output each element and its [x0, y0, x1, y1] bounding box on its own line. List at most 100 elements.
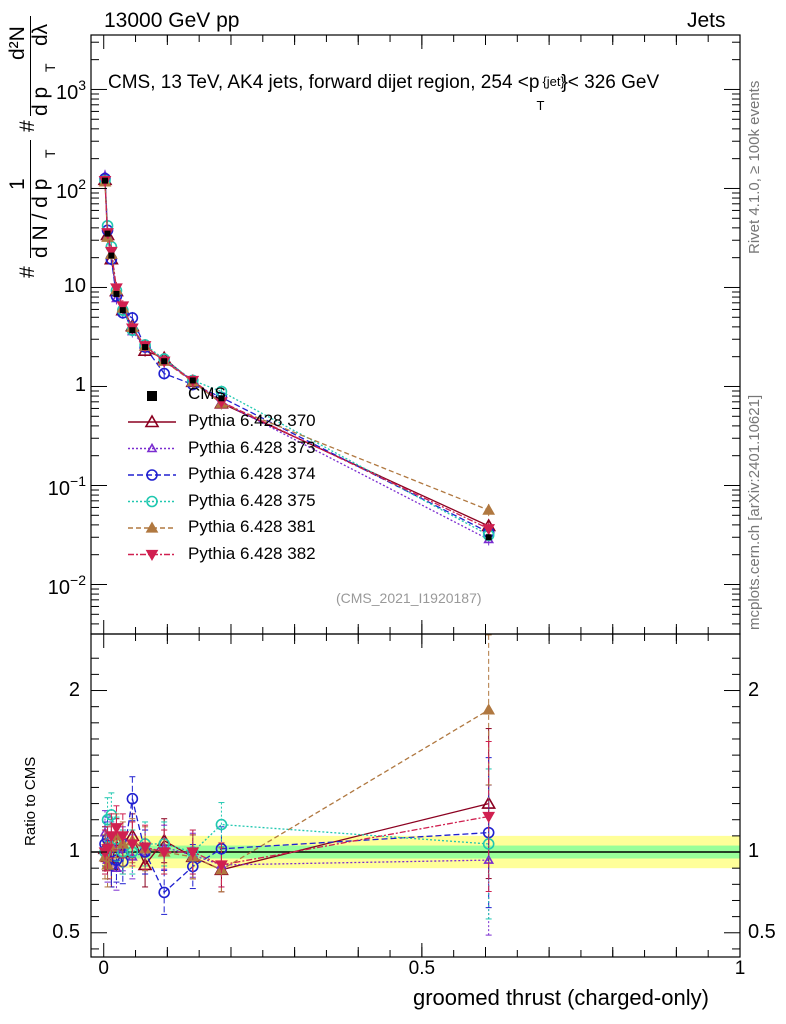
- data-point: [189, 377, 196, 384]
- tick-base: 10: [47, 577, 71, 600]
- legend-label-1: Pythia 6.428 373: [188, 437, 316, 457]
- plot-title-end: }< 326 GeV: [561, 72, 660, 93]
- main-y-axis-label: # 1 d N / d p T # d²N d p T dλ: [4, 0, 84, 278]
- ratio-point-5: [101, 844, 114, 856]
- ratio-point-2: [158, 886, 170, 899]
- main-panel-series: [97, 169, 497, 546]
- ratio-y-tick-label-left: 0.5: [52, 920, 80, 943]
- legend-marker-5: [145, 549, 159, 562]
- ratio-panel-series: [97, 634, 497, 936]
- main-y-tick-label: 103: [56, 77, 86, 105]
- data-point: [113, 290, 120, 297]
- ratio-y-tick-label-right: 1: [748, 840, 760, 863]
- ratio-y-tick-label-left: 2: [68, 678, 80, 701]
- y-label-dn-dpt: d N / d p: [29, 178, 52, 258]
- data-point: [101, 177, 108, 184]
- header-left-label: 13000 GeV pp: [104, 9, 240, 32]
- ratio-point-3: [215, 818, 228, 831]
- tick-base: 10: [63, 275, 86, 298]
- legend: [128, 391, 176, 562]
- ratio-point-2: [126, 792, 139, 805]
- tick-exponent: −2: [70, 572, 86, 589]
- data-point: [104, 230, 111, 237]
- ratio-point-4: [482, 703, 496, 715]
- tick-base: 10: [55, 181, 79, 204]
- ratio-point-5: [138, 842, 152, 854]
- plot-title-sub: T: [536, 98, 545, 113]
- tick-exponent: 2: [78, 176, 86, 193]
- plot-title-main: CMS, 13 TeV, AK4 jets, forward dijet reg…: [108, 72, 540, 93]
- ratio-point-5: [116, 831, 130, 843]
- main-line-5: [104, 180, 489, 530]
- legend-label-2: Pythia 6.428 374: [188, 464, 316, 483]
- ratio-point-5: [215, 860, 228, 872]
- ratio-y-tick-label-right: 0.5: [748, 920, 776, 943]
- ratio-point-5: [482, 811, 496, 824]
- ratio-point-1: [111, 862, 122, 872]
- legend-label-5: Pythia 6.428 382: [188, 543, 316, 563]
- main-point-2: [158, 367, 170, 380]
- x-tick-label: 0.5: [408, 958, 436, 979]
- plot-title: CMS, 13 TeV, AK4 jets, forward dijet reg…: [108, 72, 660, 113]
- axis-ticks: [91, 35, 741, 957]
- main-point-5: [104, 246, 118, 258]
- main-point-5: [482, 524, 496, 536]
- tick-base: 10: [55, 82, 79, 105]
- main-point-4: [482, 503, 496, 515]
- tick-base: 1: [74, 374, 86, 397]
- legend-marker-1: [146, 442, 158, 453]
- ratio-point-5: [104, 831, 118, 843]
- ratio-point-5: [157, 847, 171, 859]
- legend-label-3: Pythia 6.428 375: [188, 490, 316, 510]
- legend-marker-4: [145, 521, 159, 533]
- data-point: [108, 252, 115, 259]
- main-y-tick-label: 102: [56, 176, 86, 204]
- data-point: [119, 307, 126, 314]
- tick-base: 10: [47, 478, 71, 501]
- data-point: [161, 358, 168, 365]
- y-label-hash-2: #: [16, 120, 39, 132]
- ratio-point-5: [186, 847, 200, 859]
- x-tick-label: 1: [734, 958, 746, 979]
- y-label-hash-1: #: [16, 266, 39, 278]
- ratio-y-tick-label-right: 2: [748, 678, 760, 701]
- y-label-dlambda: dλ: [29, 23, 52, 46]
- legend-marker-2: [146, 469, 158, 481]
- analysis-tag: (CMS_2021_I1920187): [336, 590, 482, 606]
- ratio-point-5: [110, 823, 123, 835]
- x-axis-label: groomed thrust (charged-only): [413, 985, 709, 1010]
- axes-frames: [90, 34, 741, 958]
- header-right-label: Jets: [687, 9, 726, 32]
- ratio-y-tick-label-left: 1: [68, 840, 80, 863]
- y-label-dn-t: T: [42, 149, 58, 158]
- plot-title-sup: {jet}: [542, 74, 565, 89]
- y-label-dp-t: T: [42, 63, 58, 72]
- x-tick-label: 0: [98, 958, 110, 979]
- ratio-point-5: [125, 839, 139, 851]
- data-point: [485, 534, 492, 541]
- legend-label-data: CMS: [188, 384, 226, 403]
- legend-marker-data: [147, 391, 157, 401]
- rivet-version-label: Rivet 4.1.0, ≥ 100k events: [746, 80, 763, 254]
- legend-marker-3: [146, 495, 158, 508]
- ratio-frame: [90, 633, 741, 958]
- ratio-y-axis-label: Ratio to CMS: [22, 756, 39, 846]
- data-point: [142, 344, 149, 351]
- legend-label-0: Pythia 6.428 370: [188, 411, 316, 430]
- tick-exponent: −1: [70, 473, 86, 490]
- tick-exponent: 3: [78, 77, 86, 94]
- main-line-4: [104, 181, 489, 511]
- main-point-5: [116, 301, 130, 313]
- main-point-5: [110, 283, 123, 295]
- data-point: [218, 395, 225, 402]
- y-label-one: 1: [6, 178, 29, 190]
- ratio-line-3: [104, 813, 489, 853]
- main-y-tick-label: 1: [75, 374, 86, 397]
- ratio-uncertainty-band: [91, 835, 740, 869]
- y-label-dp: d p: [29, 86, 52, 116]
- main-y-tick-label: 10−1: [48, 473, 86, 501]
- main-y-tick-label: 10: [64, 275, 86, 298]
- legend-marker-0: [144, 414, 160, 428]
- y-label-d2n: d²N: [6, 26, 29, 60]
